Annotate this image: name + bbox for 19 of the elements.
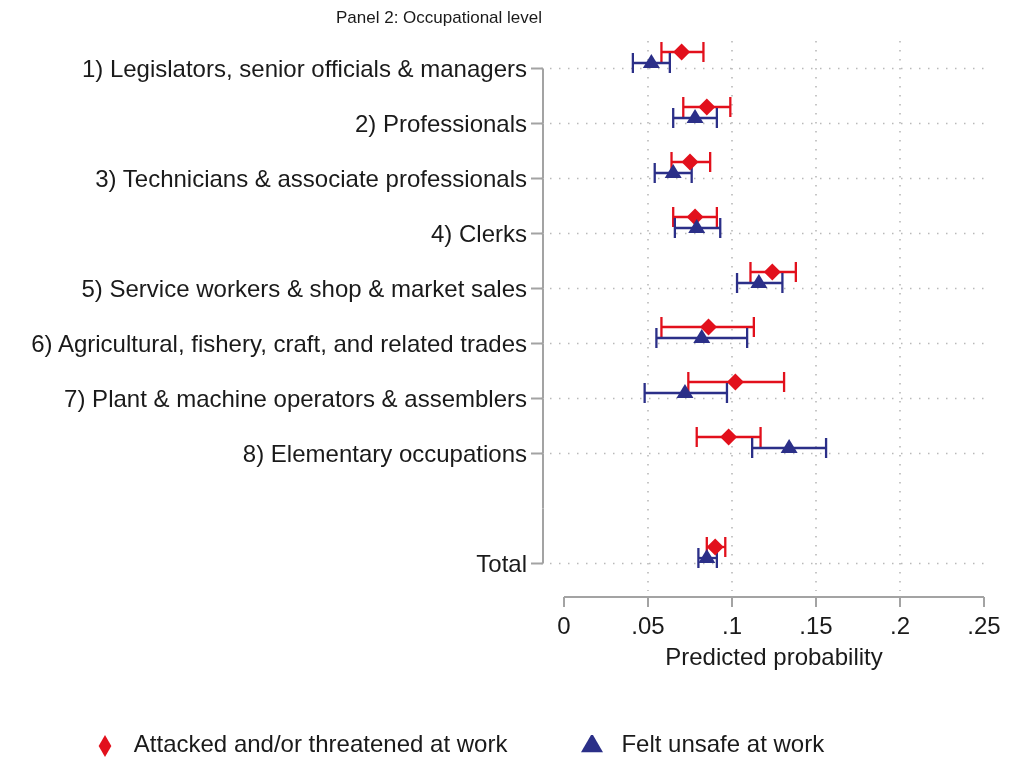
y-tick-label: 6) Agricultural, fishery, craft, and related trades	[31, 329, 527, 357]
x-tick-label: .2	[889, 612, 911, 639]
y-tick-label: 8) Elementary occupations	[242, 439, 527, 467]
x-tick-label: .05	[631, 612, 665, 639]
y-tick-label: 2) Professionals	[354, 109, 527, 137]
legend-label: Felt unsafe at work	[621, 730, 826, 757]
x-tick-label: .25	[967, 612, 1001, 639]
chart-title: Panel 2: Occupational level	[336, 8, 543, 28]
y-tick-label: 7) Plant & machine operators & assemblers	[64, 384, 527, 412]
x-axis-title: Predicted probability	[665, 643, 883, 671]
legend-label: Attacked and/or threatened at work	[133, 730, 509, 757]
y-tick-label: 4) Clerks	[430, 219, 527, 247]
y-tick-label: 1) Legislators, senior officials & managers	[81, 54, 527, 82]
y-tick-label: Total	[476, 549, 527, 577]
x-tick-label: .1	[721, 612, 743, 639]
x-tick-label: 0	[557, 612, 571, 639]
y-tick-label: 5) Service workers & shop & market sales	[81, 274, 527, 302]
x-tick-label: .15	[799, 612, 833, 639]
y-tick-label: 3) Technicians & associate professionals	[95, 164, 527, 192]
